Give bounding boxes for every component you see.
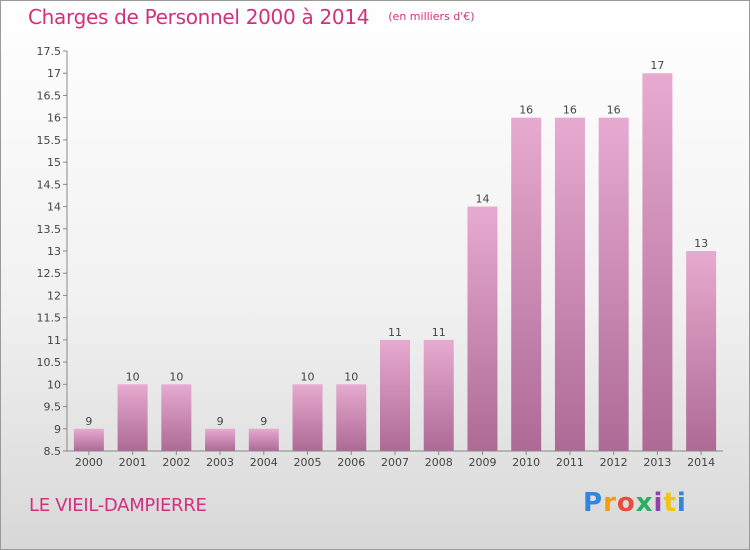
x-tick-label: 2006: [337, 456, 365, 469]
y-tick-label: 11: [47, 334, 61, 347]
bar-value-label: 17: [650, 59, 664, 72]
bar-2009: [467, 206, 498, 451]
y-tick-label: 15: [47, 156, 61, 169]
bar-value-label: 10: [301, 370, 315, 383]
proxiti-logo: Proxiti: [583, 488, 687, 518]
y-tick-label: 9: [54, 423, 61, 436]
chart-title: Charges de Personnel 2000 à 2014: [28, 5, 370, 29]
y-tick-label: 8.5: [44, 445, 62, 458]
y-tick-label: 12: [47, 289, 61, 302]
x-tick-label: 2007: [381, 456, 409, 469]
logo-letter: t: [663, 488, 677, 518]
x-tick-label: 2014: [687, 456, 715, 469]
bar-2011: [554, 117, 585, 452]
bar-2005: [292, 384, 323, 451]
bar-2006: [336, 384, 367, 451]
y-tick-label: 16: [47, 112, 61, 125]
y-tick-label: 14.5: [37, 178, 62, 191]
bar-value-label: 16: [607, 104, 621, 117]
bars: 9 10 10 9 9 10 10 11 11 14 16 16 16 17 13: [73, 59, 717, 452]
logo-letter: P: [583, 488, 604, 518]
bar-value-label: 13: [694, 237, 708, 250]
bar-2002: [161, 384, 192, 451]
title-row: Charges de Personnel 2000 à 2014 (en mil…: [28, 5, 475, 29]
logo-letter: i: [653, 488, 664, 518]
bar-value-label: 10: [344, 370, 358, 383]
y-tick-label: 11.5: [37, 312, 62, 325]
x-tick-label: 2010: [512, 456, 540, 469]
chart-unit-note: (en milliers d'€): [388, 10, 475, 23]
x-tick-label: 2003: [206, 456, 234, 469]
x-tick-label: 2008: [425, 456, 453, 469]
y-tick-label: 12.5: [37, 267, 62, 280]
bar-2012: [598, 117, 629, 452]
y-tick-label: 10.5: [37, 356, 62, 369]
bar-value-label: 9: [85, 415, 92, 428]
bar-value-label: 11: [388, 326, 402, 339]
bar-2008: [423, 339, 454, 451]
y-tick-label: 13: [47, 245, 61, 258]
y-tick-label: 10: [47, 378, 61, 391]
bar-value-label: 11: [432, 326, 446, 339]
bar-2001: [117, 384, 148, 451]
x-tick-label: 2013: [643, 456, 671, 469]
y-axis: 8.5 9 9.5 10 10.5 11 11.5 12 12.5 13 13.5 14 14.5 15 1…: [37, 45, 68, 458]
x-tick-label: 2005: [294, 456, 322, 469]
logo-letter: i: [676, 488, 687, 518]
x-tick-label: 2002: [162, 456, 190, 469]
x-tick-label: 2004: [250, 456, 278, 469]
x-tick-label: 2012: [600, 456, 628, 469]
bar-2007: [380, 339, 410, 451]
x-tick-label: 2001: [119, 456, 147, 469]
y-tick-label: 17.5: [37, 45, 62, 58]
bar-2010: [511, 117, 542, 452]
bar-2003: [205, 428, 236, 451]
y-tick-label: 16.5: [37, 89, 62, 102]
city-name: LE VIEIL-DAMPIERRE: [29, 495, 207, 516]
bar-2014: [686, 251, 717, 451]
bar-value-label: 9: [260, 415, 267, 428]
x-tick-label: 2000: [75, 456, 103, 469]
logo-letter: o: [616, 488, 636, 518]
bar-value-label: 14: [475, 193, 489, 206]
bar-2004: [248, 428, 279, 451]
bar-value-label: 10: [169, 370, 183, 383]
x-axis: 2000 2001 2002 2003 2004 2005 2006 2007 2008 2009…: [67, 450, 723, 469]
y-tick-label: 13.5: [37, 223, 62, 236]
bar-value-label: 16: [563, 104, 577, 117]
x-tick-label: 2009: [468, 456, 496, 469]
y-tick-label: 9.5: [44, 401, 62, 414]
y-tick-label: 17: [47, 67, 61, 80]
bar-2000: [73, 428, 104, 451]
y-tick-label: 15.5: [37, 134, 62, 147]
y-tick-label: 14: [47, 201, 61, 214]
bar-2013: [642, 73, 673, 451]
bar-value-label: 10: [126, 370, 140, 383]
logo-letter: r: [603, 488, 617, 518]
bar-value-label: 9: [217, 415, 224, 428]
logo-letter: x: [635, 488, 654, 518]
x-tick-label: 2011: [556, 456, 584, 469]
bar-value-label: 16: [519, 104, 533, 117]
